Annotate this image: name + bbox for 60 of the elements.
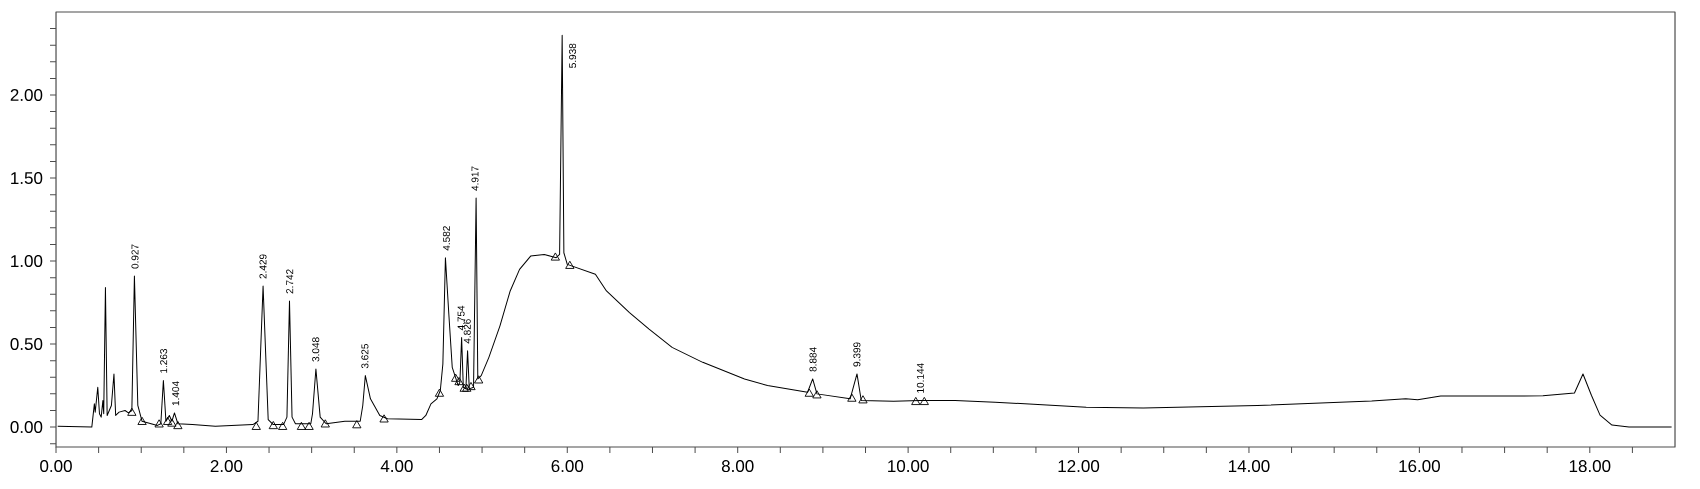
annotation: 4.582	[442, 226, 450, 251]
x-tick-label: 12.00	[1058, 460, 1100, 473]
annotation: 10.144	[916, 363, 924, 393]
y-tick-label: 0.00	[10, 421, 43, 434]
point	[304, 421, 314, 430]
point	[550, 252, 560, 261]
annotation: 1.404	[172, 381, 180, 406]
annotation: 8.884	[809, 347, 817, 372]
point	[379, 414, 389, 423]
point	[320, 419, 330, 428]
x-tick-label: 16.00	[1399, 460, 1440, 473]
point	[268, 420, 278, 430]
x-tick-label: 8.00	[721, 460, 754, 473]
y-tick-label: 2.00	[10, 89, 43, 102]
annotation: 2.429	[259, 254, 267, 279]
x-tick-label: 4.00	[380, 460, 413, 473]
x-tick-label: 6.00	[551, 460, 584, 473]
annotation: 4.754	[457, 305, 465, 331]
point	[352, 420, 362, 429]
point	[434, 388, 445, 397]
annotation: 4.826	[463, 319, 471, 344]
point	[804, 388, 814, 397]
x-tick-label: 0.00	[40, 460, 72, 473]
annotation: 0.927	[131, 244, 139, 269]
x-tick-label: 2.00	[210, 460, 243, 473]
x-tick-label: 18.00	[1569, 460, 1611, 473]
annotation: 9.399	[853, 342, 861, 367]
point	[466, 381, 476, 391]
point	[847, 393, 857, 402]
point	[474, 375, 484, 384]
point	[127, 407, 137, 416]
point	[278, 421, 288, 430]
point	[858, 395, 868, 404]
y-tick-label: 0.50	[10, 338, 43, 351]
annotation: 5.938	[568, 43, 577, 68]
point	[911, 396, 921, 406]
point	[173, 420, 183, 430]
annotation: 2.742	[286, 269, 294, 294]
point	[163, 416, 173, 425]
point	[812, 390, 822, 399]
point	[459, 383, 469, 392]
point	[919, 396, 929, 406]
x-tick-label: 14.00	[1228, 460, 1270, 473]
point	[454, 376, 464, 386]
annotation: 4.917	[471, 166, 479, 191]
annotation: 3.048	[312, 337, 320, 362]
point	[137, 416, 147, 425]
point	[462, 383, 472, 392]
y-tick-label: 1.00	[11, 255, 43, 268]
point	[251, 421, 261, 430]
point	[565, 260, 575, 269]
x-tick-label: 10.00	[888, 460, 929, 473]
y-tick-label: 1.50	[11, 172, 43, 185]
point	[167, 418, 177, 427]
line-series	[57, 34, 1673, 428]
annotation: 3.625	[361, 344, 369, 369]
point	[154, 419, 164, 428]
annotation: 1.263	[160, 349, 168, 373]
point	[451, 373, 461, 382]
point	[296, 421, 307, 430]
